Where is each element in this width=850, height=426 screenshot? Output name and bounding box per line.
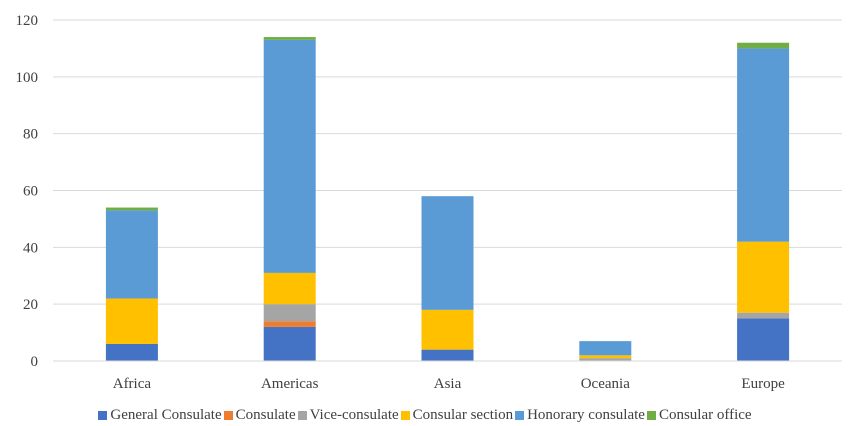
legend-item: General Consulate	[98, 406, 222, 424]
bar-segment	[737, 241, 790, 313]
x-tick-label: Africa	[113, 376, 152, 392]
bar-segment	[263, 326, 316, 361]
x-tick-label: Asia	[434, 376, 462, 392]
legend-swatch	[646, 410, 656, 420]
legend-swatch	[515, 410, 525, 420]
y-tick-label: 40	[23, 240, 38, 256]
x-tick-label: Europe	[741, 376, 785, 392]
bar-segment	[579, 358, 632, 361]
chart-legend: General Consulate Consulate Vice-consulate…	[0, 404, 850, 426]
bar-segment	[263, 39, 316, 273]
legend-swatch	[98, 410, 108, 420]
bar-segment	[105, 298, 158, 344]
legend-label: Honorary consulate	[527, 406, 645, 423]
bar-segment	[105, 343, 158, 361]
bar-segment	[263, 272, 316, 305]
legend-swatch	[297, 410, 307, 420]
bar-segment	[263, 37, 316, 40]
legend-label: Vice-consulate	[309, 406, 399, 423]
legend-swatch	[400, 410, 410, 420]
y-tick-label: 80	[23, 127, 38, 143]
y-tick-label: 120	[16, 13, 39, 29]
legend-swatch	[223, 410, 233, 420]
x-tick-label: Oceania	[581, 376, 630, 392]
legend-item: Consular office	[646, 406, 752, 424]
bar-segment	[421, 349, 474, 361]
y-tick-label: 100	[16, 70, 39, 86]
y-tick-label: 60	[23, 184, 38, 200]
bar-segment	[737, 42, 790, 49]
bar-segment	[105, 210, 158, 299]
y-tick-label: 0	[31, 354, 39, 370]
legend-item: Consular section	[400, 406, 514, 424]
bar-segment	[421, 309, 474, 350]
bar-segment	[737, 318, 790, 361]
legend-label: General Consulate	[110, 406, 222, 423]
y-tick-label: 20	[23, 297, 38, 313]
legend-item: Honorary consulate	[515, 407, 645, 424]
legend-label: Consular office	[658, 406, 752, 423]
bar-segment	[579, 341, 632, 356]
bar-segment	[737, 312, 790, 319]
legend-item: Consulate	[223, 406, 296, 424]
bar-segment	[737, 48, 790, 242]
bar-segment	[579, 355, 632, 359]
bar-segment	[263, 304, 316, 322]
bar-segment	[421, 196, 474, 310]
bar-segment	[263, 321, 316, 327]
legend-label: Consular section	[412, 406, 514, 423]
legend-item: Vice-consulate	[297, 406, 399, 424]
x-tick-label: Americas	[261, 376, 319, 392]
bar-segment	[105, 207, 158, 211]
legend-label: Consulate	[235, 406, 296, 423]
